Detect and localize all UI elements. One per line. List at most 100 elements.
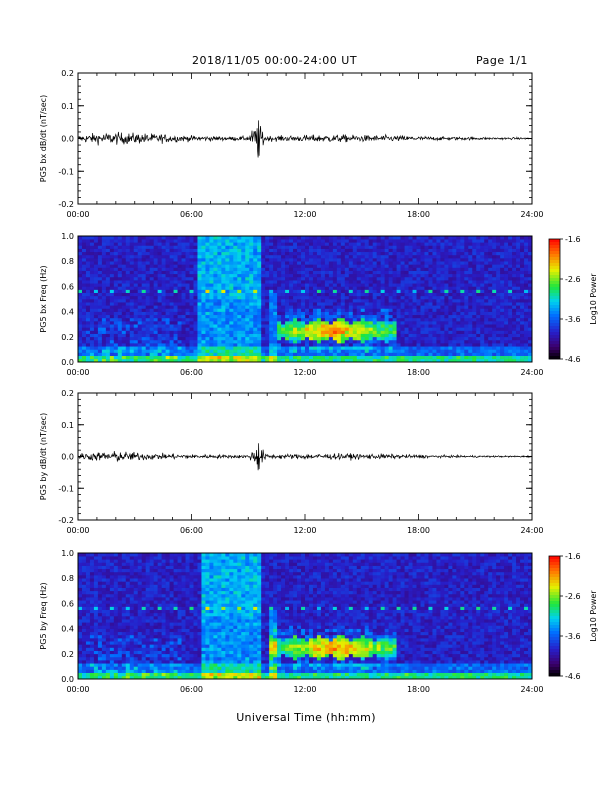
heatmap-cell [328, 305, 334, 309]
heatmap-cell [392, 355, 397, 360]
heatmap-cell [464, 327, 469, 331]
heatmap-cell [348, 295, 354, 300]
heatmap-cell [412, 352, 417, 356]
heatmap-cell [89, 283, 95, 287]
heatmap-cell [293, 321, 298, 325]
heatmap-cell [269, 267, 274, 271]
heatmap-cell [285, 358, 290, 363]
y-tick-label: 0.0 [61, 135, 74, 144]
heatmap-cell [93, 242, 99, 246]
heatmap-cell [308, 248, 314, 253]
heatmap-cell [257, 321, 262, 325]
heatmap-cell [78, 321, 83, 325]
heatmap-cell [528, 311, 533, 316]
heatmap-cell [137, 295, 143, 300]
heatmap-cell [233, 330, 238, 334]
panel-by-spectrogram: 1.00.80.60.40.20.000:00 06:00 12:00 18:00 24… [39, 549, 598, 694]
heatmap-cell [141, 248, 146, 253]
heatmap-cell [328, 317, 334, 322]
heatmap-cell [121, 264, 127, 268]
heatmap-cell [444, 236, 449, 240]
heatmap-cell [201, 333, 206, 338]
heatmap-cell [249, 352, 254, 356]
heatmap-cell [492, 308, 497, 312]
heatmap-cell [308, 292, 314, 297]
heatmap-cell [360, 339, 366, 344]
heatmap-cell [169, 311, 174, 316]
heatmap-cell [289, 317, 294, 322]
heatmap-cell [78, 261, 83, 265]
heatmap-cell [129, 239, 135, 243]
y-tick-label: -0.1 [58, 484, 74, 493]
heatmap-cell [137, 251, 143, 256]
heatmap-cell [340, 251, 346, 256]
heatmap-cell [133, 305, 139, 309]
heatmap-cell [344, 289, 350, 293]
heatmap-cell [193, 292, 198, 297]
heatmap-cell [360, 358, 366, 363]
heatmap-cell [420, 236, 425, 240]
heatmap-cell [336, 283, 342, 287]
heatmap-cell [460, 358, 465, 363]
heatmap-cell [273, 308, 278, 312]
heatmap-cell [456, 317, 461, 322]
heatmap-cell [177, 305, 182, 309]
heatmap-cell [89, 242, 95, 246]
heatmap-cell [97, 355, 103, 360]
heatmap-cell [89, 352, 95, 356]
heatmap-cell [89, 261, 95, 265]
heatmap-cell [428, 327, 433, 331]
heatmap-cell [249, 273, 254, 278]
heatmap-cell [149, 321, 154, 325]
heatmap-cell [412, 305, 417, 309]
heatmap-cell [312, 245, 318, 249]
heatmap-cell [320, 339, 326, 344]
heatmap-cell [149, 333, 154, 338]
heatmap-cell [368, 261, 373, 265]
heatmap-cell [364, 254, 370, 259]
heatmap-cell [161, 270, 166, 275]
heatmap-cell [101, 343, 107, 347]
heatmap-cell [113, 346, 119, 350]
heatmap-cell [400, 317, 405, 322]
heatmap-cell [185, 346, 190, 350]
heatmap-cell [424, 317, 429, 322]
heatmap-cell [81, 267, 87, 271]
heatmap-cell [137, 352, 143, 356]
heatmap-cell [404, 251, 409, 256]
heatmap-cell [376, 308, 381, 312]
heatmap-cell [81, 283, 87, 287]
heatmap-cell [324, 254, 330, 259]
heatmap-cell [420, 314, 425, 319]
heatmap-cell [308, 276, 314, 281]
heatmap-cell [305, 324, 310, 328]
heatmap-cell [528, 308, 533, 312]
heatmap-cell [340, 305, 346, 309]
heatmap-cell [452, 280, 457, 284]
heatmap-cell [308, 261, 314, 265]
heatmap-cell [97, 254, 103, 259]
heatmap-cell [121, 292, 127, 297]
heatmap-cell [516, 289, 521, 293]
heatmap-cell [209, 276, 214, 281]
heatmap-cell [153, 330, 158, 334]
heatmap-cell [301, 327, 306, 331]
heatmap-cell [516, 349, 521, 353]
heatmap-cell [209, 248, 214, 253]
heatmap-cell [229, 327, 234, 331]
heatmap-cell [233, 258, 238, 262]
heatmap-cell [516, 258, 521, 262]
heatmap-cell [301, 264, 306, 268]
heatmap-cell [416, 330, 421, 334]
heatmap-cell [432, 343, 437, 347]
heatmap-cell [245, 270, 250, 275]
heatmap-cell [265, 336, 270, 341]
heatmap-cell [281, 286, 286, 290]
heatmap-cell [416, 327, 421, 331]
heatmap-cell [253, 248, 258, 253]
heatmap-cell [149, 358, 154, 363]
heatmap-cell [360, 251, 366, 256]
heatmap-cell [524, 302, 529, 306]
heatmap-cell [213, 251, 218, 256]
heatmap-cell [237, 273, 242, 278]
